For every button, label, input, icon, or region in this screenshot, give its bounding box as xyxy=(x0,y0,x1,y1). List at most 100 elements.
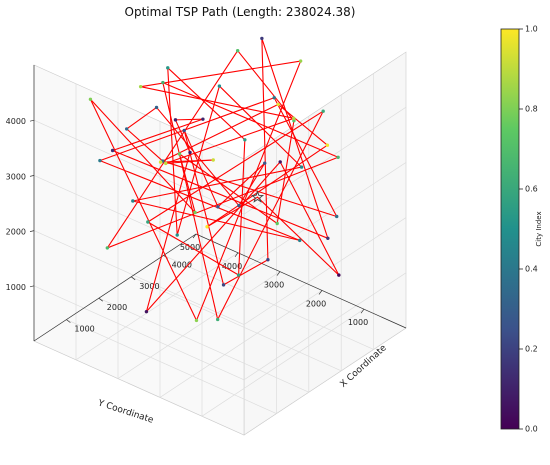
route-segment xyxy=(112,118,204,152)
city-point xyxy=(263,161,267,165)
colorbar xyxy=(500,28,520,430)
route-segment xyxy=(256,196,340,276)
z-tick-mark xyxy=(29,175,35,177)
chart-title: Optimal TSP Path (Length: 238024.38) xyxy=(125,5,356,19)
city-markers xyxy=(88,36,341,323)
y-grid-floor xyxy=(201,308,365,417)
city-point xyxy=(216,205,220,209)
city-point xyxy=(98,158,102,163)
x-tick-mark xyxy=(130,276,136,281)
city-point xyxy=(337,273,341,277)
city-point xyxy=(243,138,247,142)
route-segment xyxy=(147,221,240,276)
route-segment xyxy=(273,97,338,218)
city-point xyxy=(205,225,209,229)
y-grid-floor xyxy=(159,290,323,398)
city-point xyxy=(276,102,280,107)
route-segment xyxy=(276,120,295,225)
colorbar-tick-label: 0.2 xyxy=(525,345,538,354)
y-tick-mark xyxy=(276,271,281,276)
x-grid-floor xyxy=(163,255,374,350)
city-point xyxy=(321,109,325,113)
route-segment xyxy=(217,110,324,321)
x-tick-label: 4000 xyxy=(172,260,192,269)
city-point xyxy=(211,158,215,162)
route-segment xyxy=(155,106,240,207)
route-segment xyxy=(178,153,278,225)
z-tick-label: 4000 xyxy=(6,117,26,126)
city-point xyxy=(182,128,186,133)
route-segment xyxy=(178,153,196,214)
route-segment xyxy=(277,103,328,146)
city-point xyxy=(158,160,163,164)
city-point xyxy=(237,203,241,208)
route-segment xyxy=(89,98,198,321)
route-segment xyxy=(183,129,225,286)
route-segment xyxy=(147,110,324,223)
start-city-star xyxy=(250,190,265,203)
city-point xyxy=(325,143,330,147)
y-tick-mark xyxy=(360,308,365,314)
city-point xyxy=(292,116,296,121)
route-segment xyxy=(162,82,339,158)
y-grid-floor xyxy=(117,271,281,379)
axis-ticks: 1000 2000 3000 4000 1000 2000 3000 4000 5000 1000… xyxy=(6,65,407,342)
x-tick-label: 3000 xyxy=(139,282,159,291)
city-point xyxy=(138,84,143,89)
z-grid-right xyxy=(243,217,407,325)
route-segment xyxy=(140,86,295,119)
route-segment xyxy=(112,149,329,239)
colorbar-tick-label: 1.0 xyxy=(525,25,538,34)
route-segment xyxy=(160,159,214,163)
z-tick-label: 2000 xyxy=(6,228,26,237)
y-tick-label: 5000 xyxy=(180,243,200,252)
x-grid-floor xyxy=(66,319,277,414)
colorbar-tick-label: 0.6 xyxy=(525,185,538,194)
route-segment xyxy=(174,118,204,121)
city-point xyxy=(326,236,330,241)
city-point xyxy=(188,150,192,155)
colorbar-tick-label: 0.4 xyxy=(525,265,538,274)
y-tick-label: 1000 xyxy=(348,318,368,327)
z-tick-label: 1000 xyxy=(6,283,26,292)
route-segment xyxy=(238,162,266,207)
y-tick-mark xyxy=(318,290,323,295)
route-segment xyxy=(206,196,259,228)
z-grid-right xyxy=(243,162,407,270)
city-point xyxy=(131,199,135,203)
city-point xyxy=(166,66,170,70)
city-point xyxy=(161,80,165,85)
z-grid-left xyxy=(33,175,245,270)
route-segment xyxy=(218,85,303,168)
y-axis-line xyxy=(195,233,407,329)
city-point xyxy=(124,127,129,131)
route-segment xyxy=(183,129,219,208)
route-segment xyxy=(195,60,302,321)
city-point xyxy=(266,258,270,262)
y-axis-label: Y Coordinate xyxy=(96,398,155,426)
x-tick-label: 1000 xyxy=(74,325,94,334)
city-point xyxy=(298,59,303,63)
city-point xyxy=(88,97,93,102)
z-grid-left xyxy=(33,230,245,325)
city-point xyxy=(154,105,159,110)
route-segment xyxy=(167,67,178,236)
z-grid-left xyxy=(33,119,245,215)
y-tick-label: 2000 xyxy=(306,299,326,308)
z-grid-left xyxy=(33,285,245,381)
route-segment xyxy=(222,259,269,286)
route-segment xyxy=(174,119,191,153)
colorbar-tick-label: 0.8 xyxy=(525,105,538,114)
route-segment xyxy=(206,144,328,228)
z-tick-mark xyxy=(29,230,35,232)
city-point xyxy=(275,221,279,226)
y-tick-mark xyxy=(234,252,239,258)
route-segment xyxy=(145,161,281,313)
city-point xyxy=(260,36,264,41)
city-point xyxy=(144,309,149,314)
city-point xyxy=(278,160,282,164)
z-tick-mark xyxy=(29,285,35,288)
city-point xyxy=(110,148,115,153)
city-point xyxy=(235,49,240,53)
